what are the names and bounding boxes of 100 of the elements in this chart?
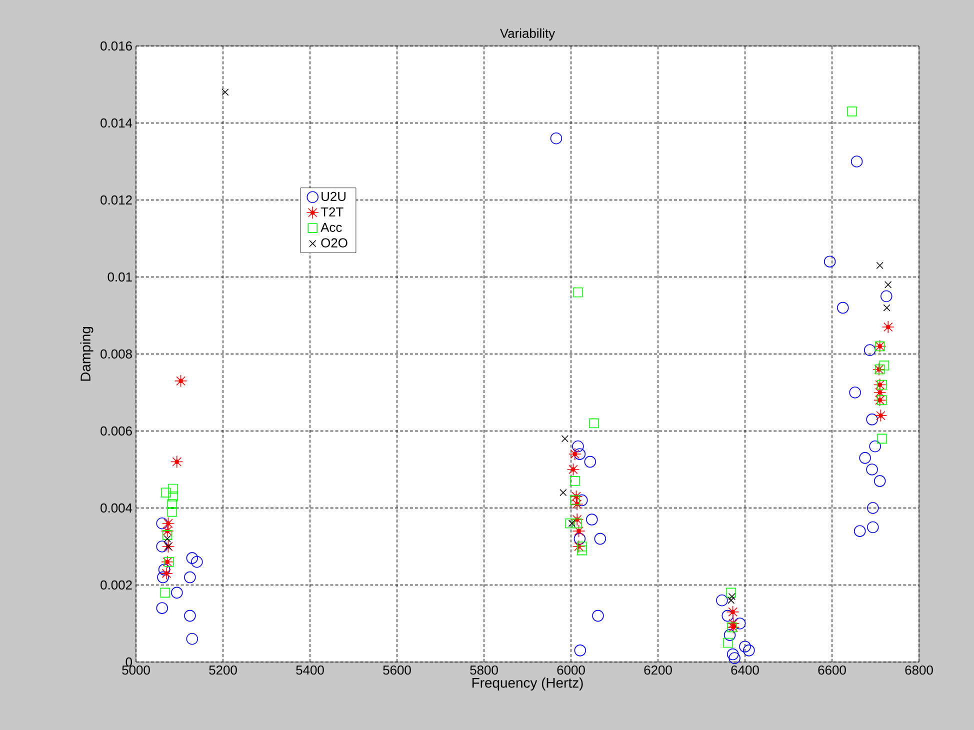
- point: [726, 617, 740, 630]
- point: [572, 540, 586, 553]
- x-tick-label: 5400: [296, 666, 324, 675]
- y-tick-label: 0.016: [100, 41, 132, 51]
- point: [867, 502, 879, 514]
- point: [164, 535, 171, 542]
- point: [170, 455, 184, 468]
- point: [873, 394, 886, 407]
- point: [726, 620, 740, 634]
- legend-label: T2T: [320, 207, 344, 216]
- point: [572, 524, 586, 538]
- point: [837, 302, 849, 314]
- point: [716, 594, 728, 606]
- point: [171, 586, 183, 599]
- point: [222, 88, 229, 96]
- point: [174, 374, 188, 388]
- point: [168, 484, 178, 494]
- point: [584, 456, 596, 468]
- point: [167, 506, 177, 517]
- point: [873, 378, 886, 392]
- legend-label: Acc: [320, 222, 342, 232]
- point: [574, 644, 586, 656]
- x-tick-label: 5600: [383, 666, 411, 675]
- point: [726, 648, 739, 660]
- point: [867, 521, 879, 534]
- point: [850, 156, 863, 168]
- point: [880, 290, 892, 302]
- point: [156, 518, 168, 530]
- point: [156, 540, 168, 552]
- point: [594, 532, 606, 545]
- point: [186, 633, 198, 645]
- point: [874, 409, 888, 422]
- point: [877, 380, 887, 390]
- point: [160, 567, 173, 580]
- point: [726, 606, 740, 618]
- x-tick-label: 6600: [818, 666, 846, 675]
- point: [874, 475, 886, 487]
- x-tick-label: 6800: [905, 666, 933, 675]
- point: [568, 520, 576, 527]
- point: [191, 556, 203, 568]
- point: [157, 571, 169, 584]
- legend-label: U2U: [322, 192, 346, 202]
- y-tick-label: 0: [126, 657, 132, 667]
- point: [162, 517, 175, 530]
- x-tick-label: 6000: [557, 666, 585, 675]
- point: [728, 652, 740, 664]
- x-tick-label: 5200: [209, 666, 237, 675]
- point: [160, 556, 174, 568]
- point: [883, 304, 890, 312]
- point: [574, 448, 586, 460]
- point: [739, 640, 751, 652]
- point: [734, 618, 746, 630]
- point: [849, 386, 861, 398]
- point: [570, 513, 584, 526]
- point: [573, 288, 583, 298]
- point: [570, 495, 580, 506]
- point: [167, 499, 177, 510]
- y-tick-label: 0.012: [100, 195, 132, 205]
- x-tick-label: 5000: [122, 666, 150, 675]
- point: [160, 524, 174, 538]
- point: [866, 464, 878, 476]
- point: [160, 588, 170, 598]
- point: [728, 592, 736, 600]
- point: [572, 440, 584, 452]
- x-tick-label: 6200: [644, 666, 672, 675]
- point: [726, 588, 736, 598]
- y-tick-label: 0.01: [108, 272, 132, 282]
- point: [859, 452, 871, 464]
- y-tick-label: 0.006: [100, 426, 132, 436]
- point: [577, 545, 587, 556]
- point: [722, 610, 734, 622]
- point: [158, 564, 170, 576]
- point: [873, 386, 886, 399]
- point: [727, 622, 737, 632]
- point: [869, 440, 881, 452]
- point: [561, 435, 568, 442]
- point: [184, 571, 196, 584]
- point: [574, 532, 586, 545]
- point: [877, 434, 887, 444]
- point: [162, 530, 172, 540]
- point: [565, 518, 576, 528]
- point: [570, 476, 580, 486]
- point: [570, 498, 584, 511]
- y-tick-label: 0.004: [100, 503, 132, 513]
- point: [570, 490, 583, 503]
- point: [847, 106, 857, 116]
- point: [743, 644, 755, 656]
- point: [568, 448, 582, 460]
- point: [572, 518, 582, 528]
- y-tick-label: 0.008: [100, 349, 132, 359]
- x-tick-label: 6400: [731, 666, 759, 675]
- point: [184, 610, 196, 622]
- point: [589, 418, 599, 428]
- point: [577, 542, 587, 552]
- point: [866, 414, 878, 426]
- point: [186, 552, 198, 564]
- x-tick-label: 5800: [470, 666, 498, 675]
- point: [566, 463, 580, 476]
- point: [876, 262, 884, 270]
- y-tick-label: 0.002: [100, 580, 132, 590]
